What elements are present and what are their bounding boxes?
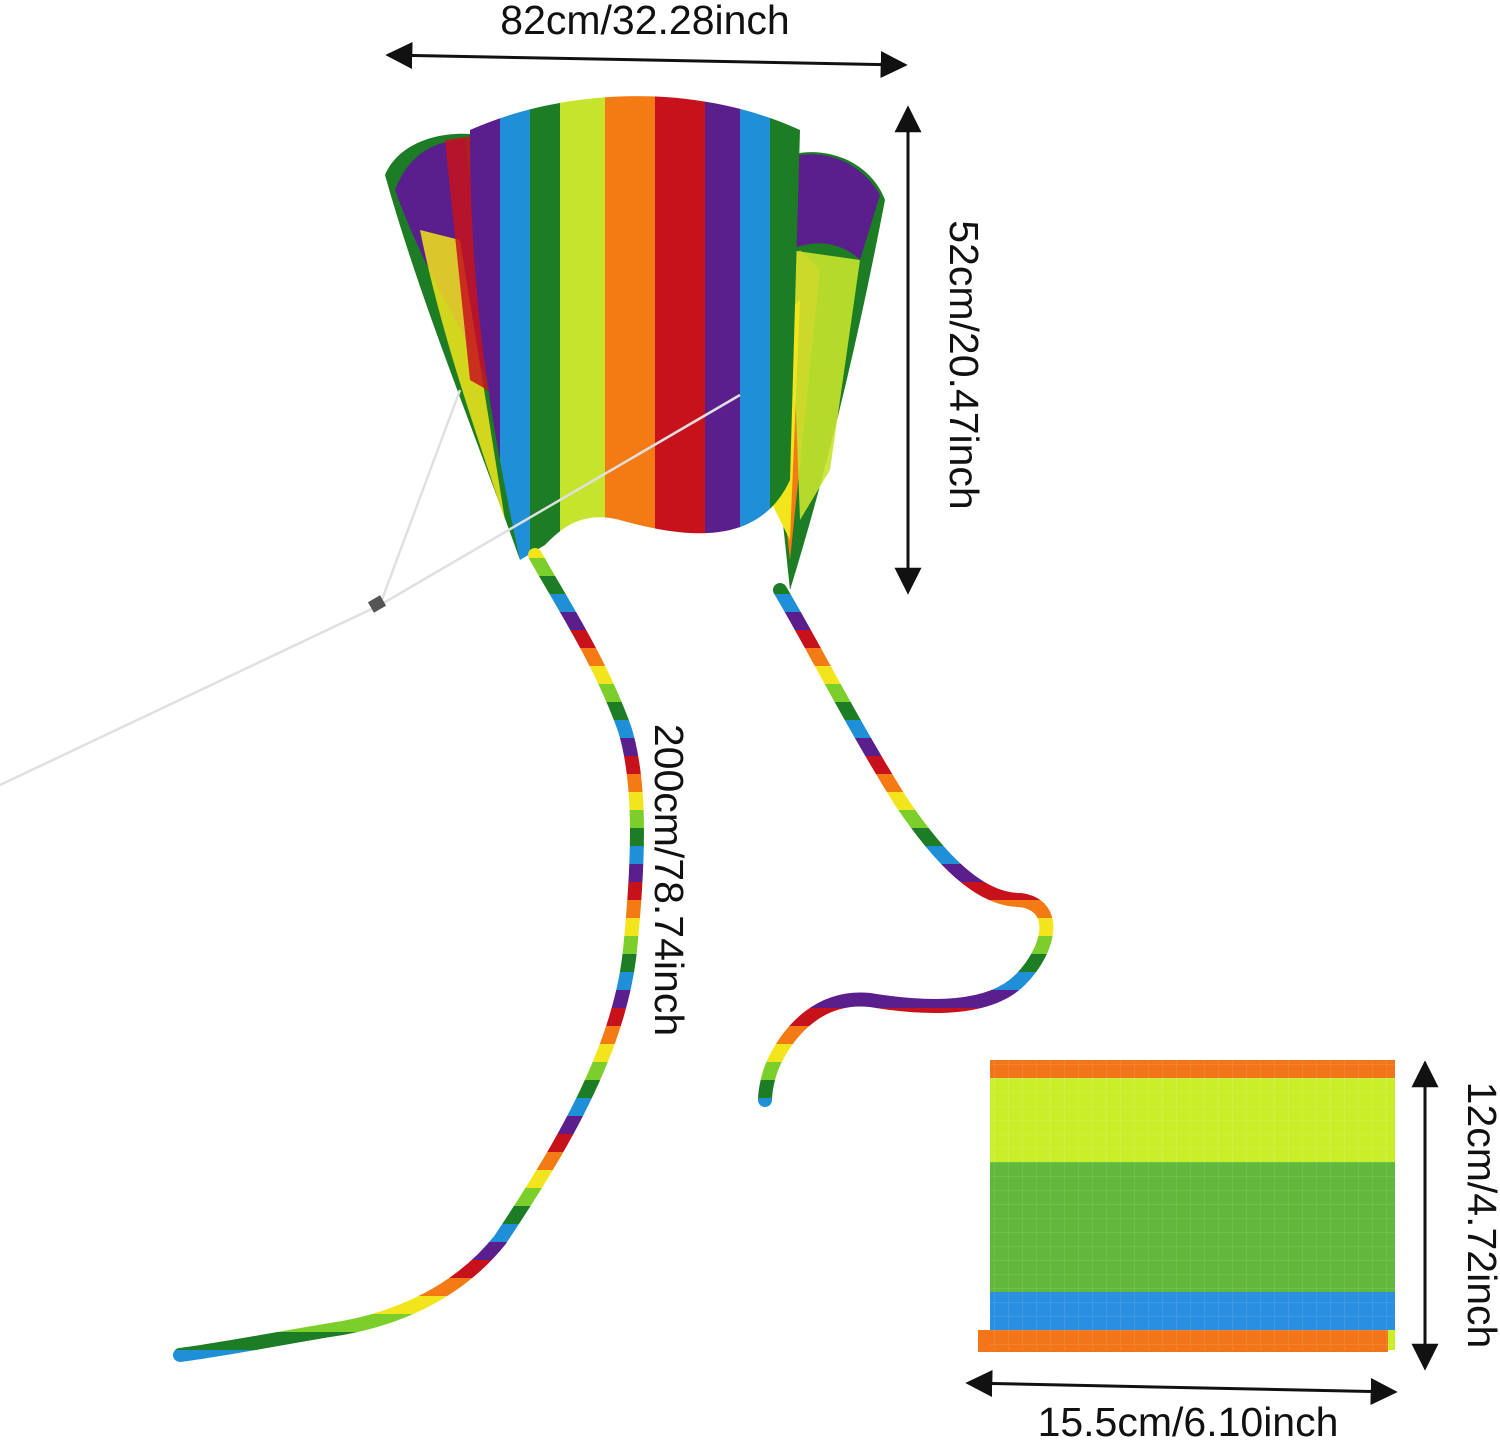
dimension-arrows: [385, 41, 1439, 1405]
kite-connector: [367, 595, 387, 613]
kite-bridle-lines: [0, 389, 741, 787]
kite-storage-bag: [978, 1060, 1395, 1352]
kite-tail-left: [173, 548, 644, 1362]
kite-tail-right: [758, 583, 1054, 1107]
bag-height-label: 12cm/4.72inch: [1459, 1082, 1500, 1349]
tail-length-label: 200cm/78.74inch: [646, 724, 692, 1036]
kite-height-label: 52cm/20.47inch: [941, 220, 987, 509]
bag-width-label: 15.5cm/6.10inch: [1038, 1399, 1339, 1444]
bag-width-arrow: [965, 1370, 1398, 1405]
kite-width-arrow: [385, 41, 908, 79]
kite-front-panel: [470, 96, 800, 560]
kite-illustration: [0, 96, 1054, 1362]
kite-width-label: 82cm/32.28inch: [500, 0, 789, 43]
